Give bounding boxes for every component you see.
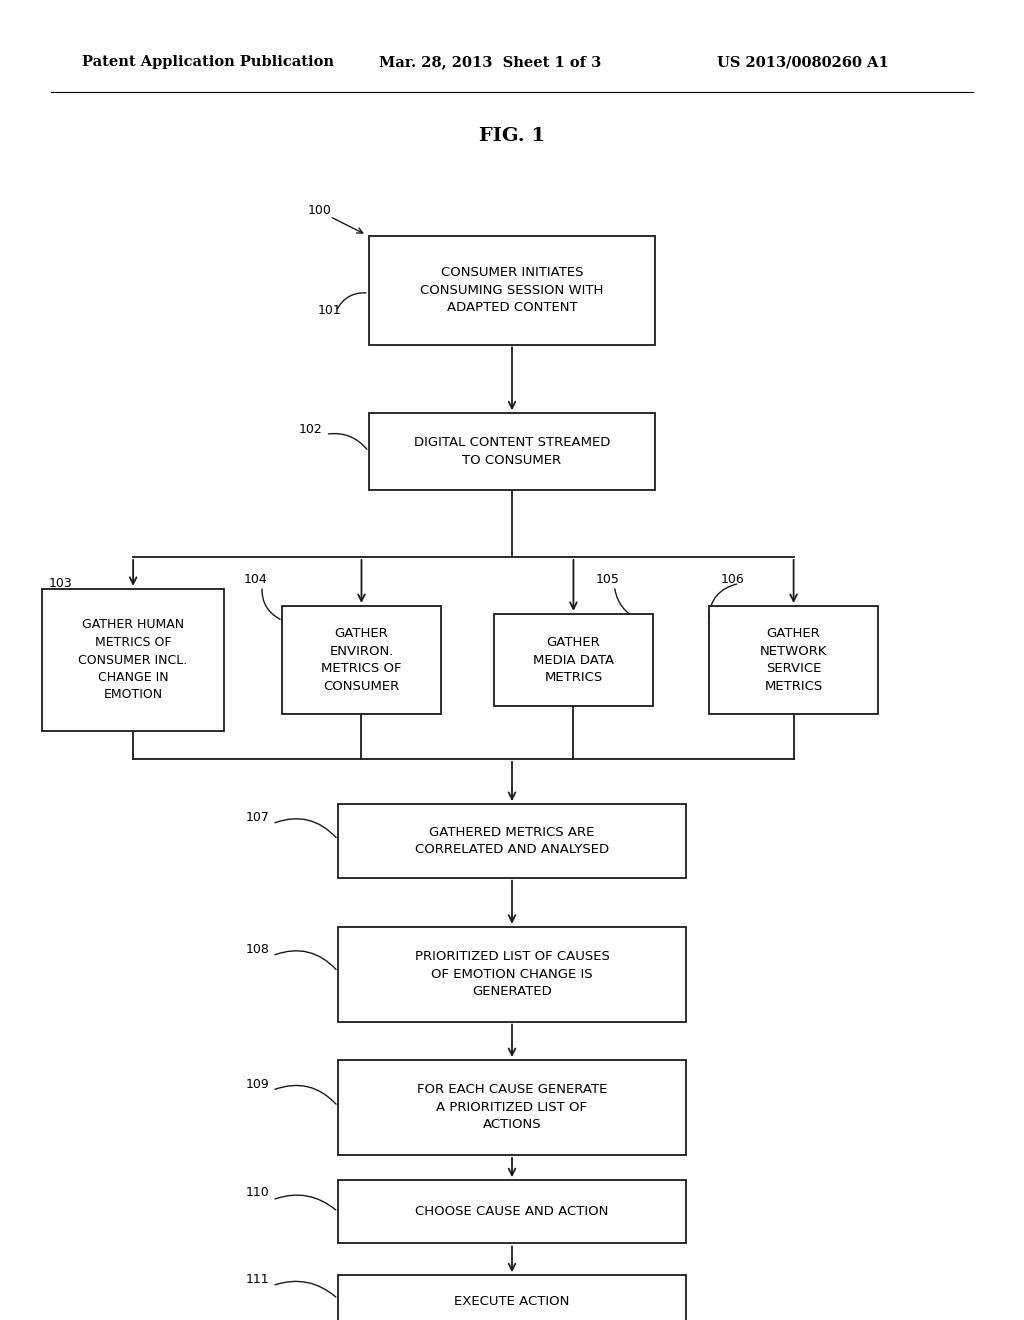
Text: FOR EACH CAUSE GENERATE
A PRIORITIZED LIST OF
ACTIONS: FOR EACH CAUSE GENERATE A PRIORITIZED LI… [417,1084,607,1131]
FancyBboxPatch shape [338,1180,686,1243]
Text: EXECUTE ACTION: EXECUTE ACTION [455,1295,569,1308]
FancyBboxPatch shape [369,236,655,345]
Text: 111: 111 [246,1272,269,1286]
FancyBboxPatch shape [495,614,653,706]
Text: Mar. 28, 2013  Sheet 1 of 3: Mar. 28, 2013 Sheet 1 of 3 [379,55,601,70]
FancyBboxPatch shape [338,1275,686,1320]
Text: 103: 103 [49,577,73,590]
Text: 110: 110 [246,1185,269,1199]
Text: GATHER
ENVIRON.
METRICS OF
CONSUMER: GATHER ENVIRON. METRICS OF CONSUMER [322,627,401,693]
FancyBboxPatch shape [42,589,224,731]
Text: 101: 101 [317,304,341,317]
Text: 108: 108 [246,942,269,956]
Text: Patent Application Publication: Patent Application Publication [82,55,334,70]
FancyBboxPatch shape [338,804,686,878]
Text: US 2013/0080260 A1: US 2013/0080260 A1 [717,55,889,70]
Text: 107: 107 [246,810,269,824]
Text: CHOOSE CAUSE AND ACTION: CHOOSE CAUSE AND ACTION [416,1205,608,1218]
Text: CONSUMER INITIATES
CONSUMING SESSION WITH
ADAPTED CONTENT: CONSUMER INITIATES CONSUMING SESSION WIT… [420,267,604,314]
Text: 109: 109 [246,1077,269,1090]
Text: 106: 106 [721,573,744,586]
Text: 100: 100 [307,203,331,216]
Text: 105: 105 [596,573,620,586]
FancyBboxPatch shape [338,1060,686,1155]
FancyBboxPatch shape [709,606,879,714]
Text: DIGITAL CONTENT STREAMED
TO CONSUMER: DIGITAL CONTENT STREAMED TO CONSUMER [414,436,610,467]
Text: FIG. 1: FIG. 1 [479,127,545,145]
Text: 102: 102 [299,422,323,436]
Text: GATHERED METRICS ARE
CORRELATED AND ANALYSED: GATHERED METRICS ARE CORRELATED AND ANAL… [415,825,609,857]
Text: GATHER HUMAN
METRICS OF
CONSUMER INCL.
CHANGE IN
EMOTION: GATHER HUMAN METRICS OF CONSUMER INCL. C… [79,619,187,701]
FancyBboxPatch shape [282,606,440,714]
Text: PRIORITIZED LIST OF CAUSES
OF EMOTION CHANGE IS
GENERATED: PRIORITIZED LIST OF CAUSES OF EMOTION CH… [415,950,609,998]
Text: 104: 104 [244,573,267,586]
Text: GATHER
NETWORK
SERVICE
METRICS: GATHER NETWORK SERVICE METRICS [760,627,827,693]
Text: GATHER
MEDIA DATA
METRICS: GATHER MEDIA DATA METRICS [532,636,614,684]
FancyBboxPatch shape [369,413,655,490]
FancyBboxPatch shape [338,927,686,1022]
